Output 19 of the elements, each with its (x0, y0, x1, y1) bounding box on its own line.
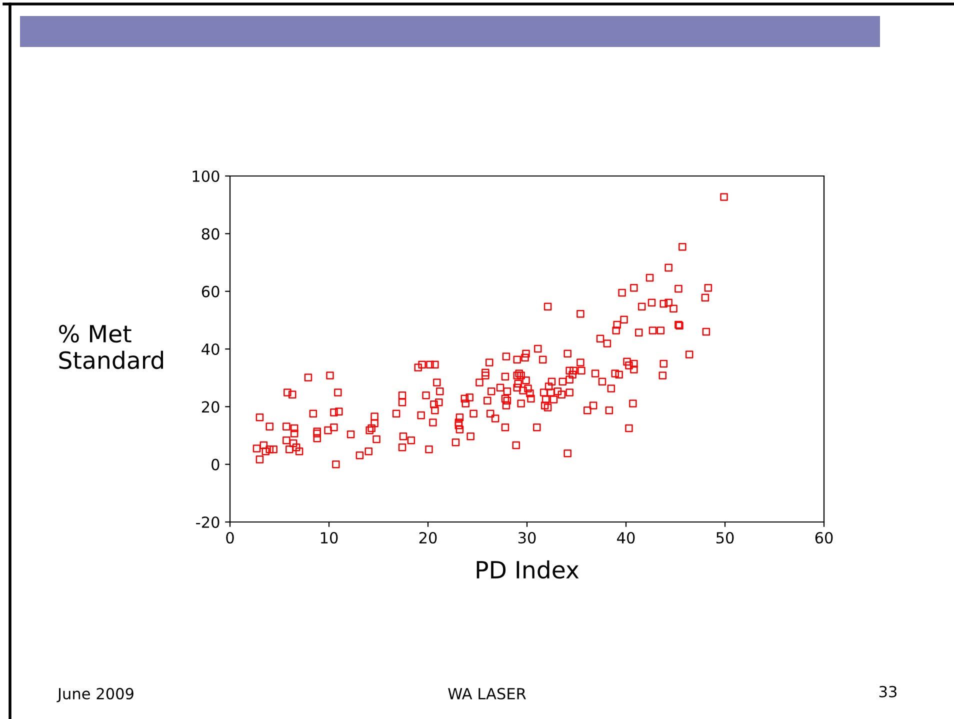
x-tick-label: 60 (815, 532, 833, 544)
y-tick-label: 40 (202, 343, 220, 356)
x-tick-label: 40 (617, 532, 635, 544)
y-tick-label: 0 (212, 458, 220, 470)
x-tick-label: 50 (716, 532, 734, 544)
y-tick-label: 100 (192, 170, 220, 182)
y-tick-label: 60 (202, 286, 220, 298)
y-axis-title: % Met Standard (59, 324, 164, 370)
x-axis-title: PD Index (476, 560, 579, 579)
y-tick-label: 20 (202, 401, 220, 413)
x-tick-label: 10 (320, 532, 338, 544)
x-tick-label: 20 (419, 532, 437, 544)
text: June 2009 (56, 688, 134, 702)
y-tick-label: -20 (196, 516, 220, 528)
text: 33 (879, 686, 896, 698)
text: WA LASER (448, 688, 526, 700)
y-tick-label: 80 (202, 228, 220, 240)
x-tick-label: 30 (518, 532, 536, 544)
x-tick-label: 0 (226, 532, 234, 544)
